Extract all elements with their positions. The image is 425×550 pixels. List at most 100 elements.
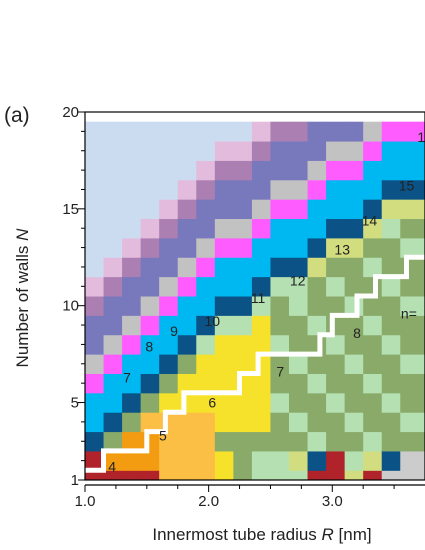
heatmap-cell bbox=[140, 179, 160, 200]
heatmap-cell bbox=[122, 237, 142, 258]
heatmap-cell bbox=[307, 218, 327, 239]
heatmap-cell bbox=[177, 121, 197, 142]
heatmap-cell bbox=[233, 412, 253, 433]
heatmap-cell bbox=[103, 276, 123, 297]
heatmap-cell bbox=[289, 431, 309, 452]
heatmap-cell bbox=[103, 199, 123, 220]
heatmap-cell bbox=[85, 179, 105, 200]
heatmap-cell bbox=[177, 431, 197, 452]
heatmap-cell bbox=[122, 257, 142, 278]
heatmap-cell bbox=[251, 431, 271, 452]
heatmap-cell bbox=[140, 199, 160, 220]
heatmap-cell bbox=[159, 373, 179, 394]
heatmap-cell bbox=[270, 334, 290, 355]
heatmap-cell bbox=[251, 470, 271, 481]
heatmap-cell bbox=[270, 218, 290, 239]
heatmap-cell bbox=[214, 199, 234, 220]
heatmap-cell bbox=[233, 160, 253, 181]
heatmap-cell bbox=[381, 392, 401, 413]
heatmap-cell bbox=[344, 160, 364, 181]
heatmap-cell bbox=[85, 450, 105, 471]
heatmap-cell bbox=[381, 412, 401, 433]
heatmap-cell bbox=[326, 373, 346, 394]
heatmap-cell bbox=[214, 218, 234, 239]
heatmap-cell bbox=[381, 450, 401, 471]
heatmap-cell bbox=[196, 199, 216, 220]
heatmap-cell bbox=[233, 450, 253, 471]
heatmap-cell bbox=[196, 160, 216, 181]
heatmap-cell bbox=[307, 237, 327, 258]
region-label-9: 9 bbox=[170, 323, 178, 339]
heatmap-cell bbox=[122, 141, 142, 161]
heatmap-cell bbox=[85, 121, 105, 142]
heatmap-cell bbox=[140, 392, 160, 413]
heatmap-cell bbox=[122, 276, 142, 297]
heatmap-cell bbox=[289, 354, 309, 374]
heatmap-cell bbox=[344, 276, 364, 297]
heatmap-cell bbox=[400, 160, 425, 181]
heatmap-cell bbox=[214, 121, 234, 142]
heatmap-cell bbox=[85, 470, 105, 481]
heatmap-cell bbox=[326, 354, 346, 374]
heatmap-cell bbox=[363, 392, 383, 413]
heatmap-cell bbox=[233, 218, 253, 239]
heatmap-cell bbox=[363, 450, 383, 471]
heatmap-cell bbox=[122, 121, 142, 142]
heatmap-cell bbox=[400, 218, 425, 239]
heatmap-cell bbox=[214, 334, 234, 355]
heatmap-cell bbox=[251, 179, 271, 200]
heatmap-cell bbox=[289, 373, 309, 394]
heatmap-cell bbox=[233, 141, 253, 161]
heatmap-cell bbox=[140, 315, 160, 336]
heatmap-cell bbox=[85, 392, 105, 413]
heatmap-cell bbox=[159, 179, 179, 200]
heatmap-cell bbox=[196, 257, 216, 278]
heatmap-cell bbox=[159, 218, 179, 239]
region-label-7: 7 bbox=[276, 364, 284, 380]
heatmap-cell bbox=[344, 179, 364, 200]
heatmap-cell bbox=[344, 470, 364, 481]
heatmap-cell bbox=[177, 276, 197, 297]
heatmap-cell bbox=[251, 334, 271, 355]
heatmap-cell bbox=[381, 315, 401, 336]
heatmap-cell bbox=[307, 199, 327, 220]
y-axis-label-prefix: Number of walls bbox=[13, 241, 32, 368]
heatmap-cell bbox=[363, 354, 383, 374]
heatmap-cell bbox=[381, 334, 401, 355]
heatmap-cell bbox=[381, 470, 401, 481]
heatmap-cell bbox=[289, 334, 309, 355]
heatmap-cell bbox=[214, 296, 234, 316]
heatmap-cell bbox=[344, 121, 364, 142]
heatmap-cell bbox=[381, 237, 401, 258]
heatmap-cell bbox=[177, 218, 197, 239]
heatmap-cell bbox=[326, 218, 346, 239]
heatmap-cell bbox=[196, 179, 216, 200]
heatmap-cell bbox=[270, 373, 290, 394]
heatmap-cell bbox=[85, 412, 105, 433]
heatmap-cell bbox=[270, 296, 290, 316]
y-axis-label-variable: N bbox=[13, 228, 32, 241]
heatmap-cell bbox=[159, 121, 179, 142]
heatmap-cell bbox=[307, 257, 327, 278]
heatmap-cell bbox=[400, 179, 425, 200]
heatmap-cell bbox=[122, 218, 142, 239]
heatmap-cell bbox=[159, 237, 179, 258]
heatmap-cell bbox=[326, 412, 346, 433]
heatmap-cell bbox=[363, 373, 383, 394]
heatmap-cell bbox=[270, 237, 290, 258]
heatmap-cell bbox=[270, 431, 290, 452]
y-tick-label: 1 bbox=[71, 472, 79, 489]
region-label-4: 4 bbox=[108, 458, 116, 474]
heatmap-cell bbox=[196, 450, 216, 471]
y-tick-label: 20 bbox=[62, 104, 79, 121]
heatmap-cell bbox=[122, 334, 142, 355]
heatmap-cell bbox=[233, 354, 253, 374]
heatmap-cell bbox=[289, 218, 309, 239]
heatmap-cell bbox=[270, 450, 290, 471]
heatmap-cell bbox=[233, 276, 253, 297]
heatmap-cell bbox=[177, 141, 197, 161]
heatmap-cell bbox=[140, 257, 160, 278]
heatmap-cell bbox=[85, 199, 105, 220]
heatmap-cell bbox=[326, 392, 346, 413]
